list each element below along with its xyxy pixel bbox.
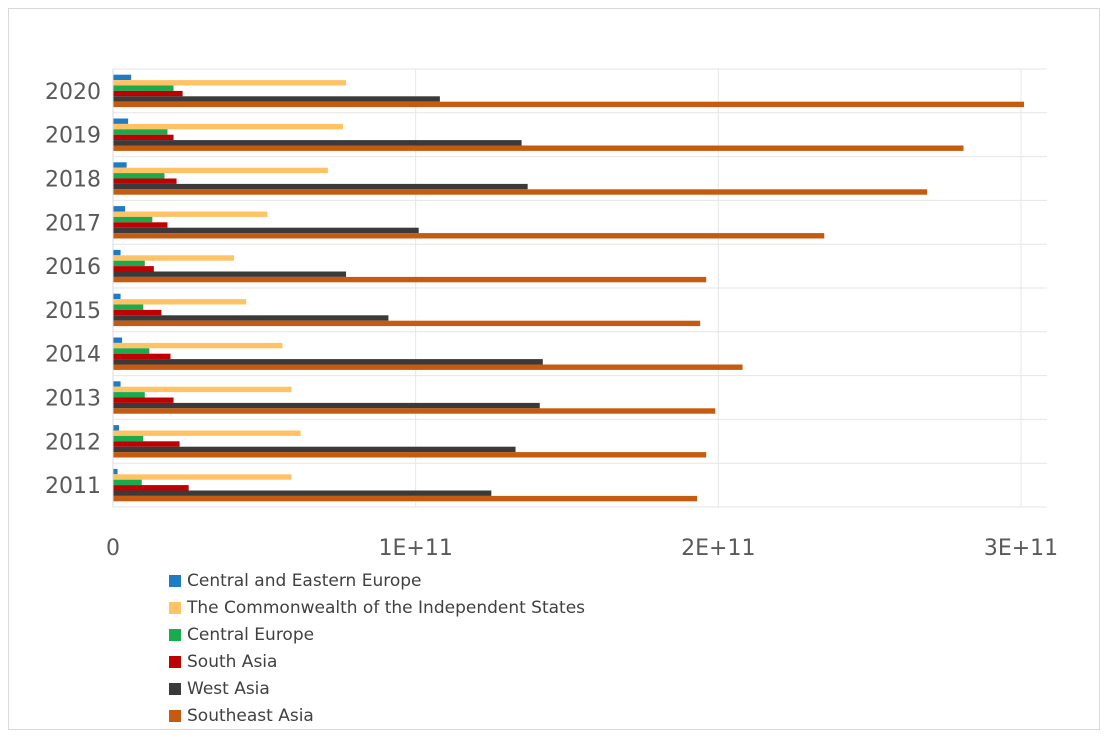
- y-tick-label: 2014: [45, 343, 101, 368]
- bar-the-commonwealth-of-the-independent-states-2015: [113, 299, 247, 305]
- legend-label: Southeast Asia: [187, 705, 314, 726]
- bar-central-europe-2018: [113, 173, 165, 179]
- bar-southeast-asia-2012: [113, 452, 707, 458]
- legend-label: South Asia: [187, 651, 278, 672]
- bar-southeast-asia-2019: [113, 145, 964, 151]
- legend-label: Central and Eastern Europe: [187, 570, 422, 591]
- bar-west-asia-2016: [113, 271, 347, 277]
- bar-south-asia-2018: [113, 178, 177, 184]
- bar-central-and-eastern-europe-2012: [113, 425, 120, 431]
- bar-central-europe-2019: [113, 129, 168, 135]
- legend: Central and Eastern Europe The Commonweal…: [169, 567, 585, 729]
- bar-the-commonwealth-of-the-independent-states-2020: [113, 80, 347, 86]
- bar-central-and-eastern-europe-2011: [113, 468, 118, 475]
- bar-the-commonwealth-of-the-independent-states-2018: [113, 167, 328, 174]
- bar-southeast-asia-2017: [113, 233, 825, 239]
- bar-south-asia-2019: [113, 134, 174, 141]
- legend-item: Southeast Asia: [169, 702, 585, 729]
- y-tick-label: 2012: [45, 430, 101, 455]
- bar-south-asia-2011: [113, 485, 189, 491]
- bar-central-europe-2016: [113, 260, 145, 267]
- bar-southeast-asia-2016: [113, 276, 707, 283]
- bar-south-asia-2016: [113, 266, 154, 272]
- legend-item: South Asia: [169, 648, 585, 675]
- bar-chart: 2011 2012 2013 2014 2015 2016 2017 2018 2019 2020…: [45, 68, 1058, 561]
- x-tick-label: 1E+11: [379, 536, 453, 561]
- bar-central-and-eastern-europe-2013: [113, 381, 121, 387]
- legend-item: Central and Eastern Europe: [169, 567, 585, 594]
- y-tick-label: 2017: [45, 211, 101, 236]
- bar-west-asia-2014: [113, 359, 543, 365]
- bar-central-europe-2012: [113, 435, 144, 442]
- chart-frame: 2011 2012 2013 2014 2015 2016 2017 2018 2019 2020…: [8, 8, 1100, 730]
- bar-central-and-eastern-europe-2020: [113, 74, 132, 81]
- bar-central-europe-2020: [113, 85, 174, 91]
- y-tick-label: 2013: [45, 387, 101, 412]
- legend-item: The Commonwealth of the Independent Stat…: [169, 594, 585, 621]
- bar-west-asia-2013: [113, 402, 540, 409]
- bar-central-europe-2015: [113, 304, 144, 310]
- bar-central-and-eastern-europe-2015: [113, 293, 121, 300]
- bar-south-asia-2013: [113, 397, 174, 403]
- y-tick-label: 2018: [45, 168, 101, 193]
- bar-the-commonwealth-of-the-independent-states-2014: [113, 342, 283, 349]
- bar-central-europe-2017: [113, 216, 153, 223]
- bar-southeast-asia-2020: [113, 101, 1025, 108]
- bar-west-asia-2017: [113, 227, 419, 234]
- bar-central-and-eastern-europe-2018: [113, 162, 127, 168]
- bar-west-asia-2018: [113, 183, 528, 190]
- legend-swatch: [169, 709, 181, 722]
- bar-the-commonwealth-of-the-independent-states-2011: [113, 474, 292, 480]
- bar-west-asia-2019: [113, 140, 522, 146]
- bar-central-and-eastern-europe-2019: [113, 118, 129, 124]
- bar-south-asia-2014: [113, 353, 171, 360]
- bar-the-commonwealth-of-the-independent-states-2017: [113, 211, 268, 217]
- legend-item: Central Europe: [169, 621, 585, 648]
- bar-southeast-asia-2015: [113, 320, 701, 327]
- bar-the-commonwealth-of-the-independent-states-2013: [113, 386, 292, 393]
- bar-southeast-asia-2018: [113, 189, 928, 195]
- legend-swatch: [169, 682, 181, 695]
- bar-south-asia-2017: [113, 222, 168, 228]
- tick-labels: 2011 2012 2013 2014 2015 2016 2017 2018 2019 2020…: [45, 80, 1058, 561]
- bar-south-asia-2015: [113, 309, 162, 316]
- legend-label: The Commonwealth of the Independent Stat…: [187, 597, 586, 618]
- bar-west-asia-2020: [113, 96, 440, 102]
- bars: [113, 74, 1025, 502]
- x-tick-label: 0: [106, 536, 120, 561]
- bar-west-asia-2015: [113, 315, 389, 321]
- legend-swatch: [169, 655, 181, 668]
- y-tick-label: 2019: [45, 124, 101, 149]
- bar-central-and-eastern-europe-2016: [113, 249, 121, 256]
- bar-southeast-asia-2011: [113, 495, 698, 502]
- legend-swatch: [169, 628, 181, 641]
- x-tick-label: 3E+11: [984, 536, 1058, 561]
- y-tick-label: 2020: [45, 80, 101, 105]
- bar-central-and-eastern-europe-2014: [113, 337, 123, 343]
- bar-southeast-asia-2013: [113, 408, 716, 414]
- bar-the-commonwealth-of-the-independent-states-2012: [113, 430, 301, 436]
- bar-south-asia-2020: [113, 90, 183, 97]
- bar-west-asia-2012: [113, 446, 516, 453]
- legend-swatch: [169, 574, 181, 587]
- y-tick-label: 2011: [45, 474, 101, 499]
- x-tick-label: 2E+11: [681, 536, 755, 561]
- bar-the-commonwealth-of-the-independent-states-2016: [113, 255, 235, 261]
- bar-central-europe-2014: [113, 348, 150, 354]
- legend-label: West Asia: [187, 678, 270, 699]
- bar-southeast-asia-2014: [113, 364, 743, 370]
- legend-item: West Asia: [169, 675, 585, 702]
- bar-the-commonwealth-of-the-independent-states-2019: [113, 123, 344, 130]
- bar-west-asia-2011: [113, 490, 492, 496]
- bar-central-and-eastern-europe-2017: [113, 206, 126, 212]
- legend-label: Central Europe: [187, 624, 315, 645]
- y-tick-label: 2015: [45, 299, 101, 324]
- bar-south-asia-2012: [113, 441, 180, 447]
- bar-central-europe-2013: [113, 392, 145, 398]
- bar-central-europe-2011: [113, 479, 142, 486]
- y-tick-label: 2016: [45, 255, 101, 280]
- legend-swatch: [169, 601, 181, 614]
- gridlines: [113, 68, 1047, 508]
